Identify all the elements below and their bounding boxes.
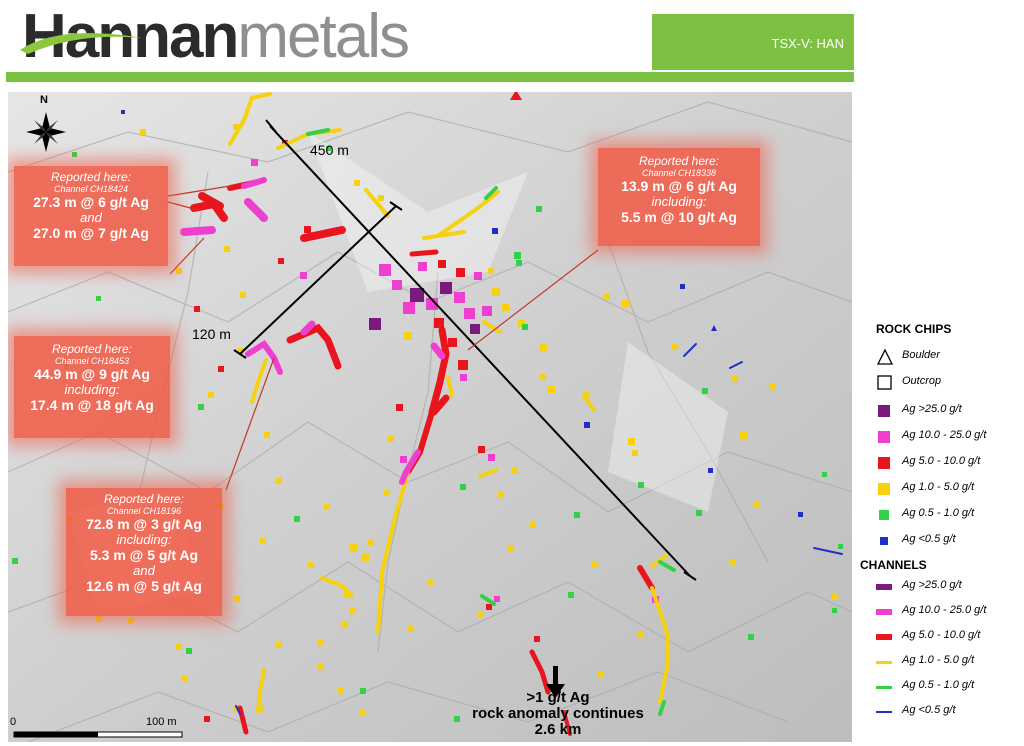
legend-label: Ag 5.0 - 10.0 g/t (902, 455, 981, 467)
scale-bar (13, 731, 183, 738)
scale-end-label: 100 m (146, 716, 177, 728)
swatch (878, 457, 890, 469)
swatch (878, 431, 890, 443)
boulder-marker (510, 92, 522, 100)
callout-value-1: 13.9 m @ 6 g/t Ag (621, 178, 737, 194)
header: Hannanmetals TSX-V: HAN (0, 0, 1024, 88)
swatch (880, 537, 888, 545)
callout-ch18196: Reported here: Channel CH18196 72.8 m @ … (66, 488, 222, 616)
callout-channel: Channel CH18453 (54, 356, 130, 366)
ticker-label: TSX-V: HAN (771, 36, 844, 51)
measurement-lines (233, 119, 697, 581)
callout-value-2: 5.3 m @ 5 g/t Ag (89, 547, 199, 563)
legend-channel-5-10: Ag 5.0 - 10.0 g/t (876, 628, 1024, 648)
swatch (878, 405, 890, 417)
legend-channels-title: CHANNELS (860, 558, 927, 572)
callout-connector-2: and (133, 563, 155, 578)
line-450m (269, 125, 691, 577)
swatch (876, 584, 892, 590)
triangle-icon (876, 348, 894, 365)
legend-rock-10-25: Ag 10.0 - 25.0 g/t (876, 428, 1024, 448)
north-arrow-icon (26, 112, 66, 152)
logo: Hannanmetals (22, 2, 410, 72)
legend-rock-title: ROCK CHIPS (876, 322, 952, 336)
callout-channel: Channel CH18196 (106, 506, 182, 516)
callout-channel: Channel CH18338 (641, 168, 717, 178)
callout-head: Reported here: (51, 342, 133, 356)
legend-rock-outcrop: Outcrop (876, 374, 1024, 394)
legend-channel-05-1: Ag 0.5 - 1.0 g/t (876, 678, 1024, 698)
callout-value-1: 72.8 m @ 3 g/t Ag (86, 516, 202, 532)
swatch (876, 634, 892, 640)
legend-rock-lt05: Ag <0.5 g/t (876, 532, 1024, 552)
legend-rock-1-5: Ag 1.0 - 5.0 g/t (876, 480, 1024, 500)
swatch (878, 483, 890, 495)
callout-ch18338: Reported here: Channel CH18338 13.9 m @ … (598, 148, 760, 246)
callout-head: Reported here: (638, 154, 720, 168)
legend-label: Ag >25.0 g/t (902, 579, 962, 591)
anomaly-line-1: >1 g/t Ag (526, 689, 590, 706)
legend: ROCK CHIPS Boulder Outcrop Ag >25.0 g/t … (858, 316, 1024, 736)
callout-head: Reported here: (50, 170, 132, 184)
map[interactable]: N 450 m 120 m 0 100 m >1 g/t Ag rock ano… (8, 92, 852, 742)
swatch (876, 711, 892, 713)
legend-rock-05-1: Ag 0.5 - 1.0 g/t (876, 506, 1024, 526)
legend-label: Boulder (902, 349, 940, 361)
legend-label: Ag 10.0 - 25.0 g/t (902, 429, 987, 441)
legend-channel-10-25: Ag 10.0 - 25.0 g/t (876, 603, 1024, 623)
callout-value-1: 44.9 m @ 9 g/t Ag (34, 366, 150, 382)
legend-channel-lt05: Ag <0.5 g/t (876, 703, 1024, 723)
channel-samples (180, 92, 843, 736)
anomaly-annotation: >1 g/t Ag rock anomaly continues 2.6 km (438, 690, 678, 738)
terrain-ridges (8, 101, 852, 742)
swatch (876, 609, 892, 615)
header-rule (6, 72, 854, 82)
callout-connector: and (80, 210, 102, 225)
distance-120m-label: 120 m (192, 326, 231, 342)
legend-rock-boulder: Boulder (876, 348, 1024, 368)
legend-label: Ag <0.5 g/t (902, 533, 956, 545)
legend-label: Ag 10.0 - 25.0 g/t (902, 604, 987, 616)
rock-chip-samples (12, 110, 843, 722)
legend-label: Ag 1.0 - 5.0 g/t (902, 481, 975, 493)
callout-value-2: 17.4 m @ 18 g/t Ag (30, 397, 154, 413)
north-label: N (40, 94, 48, 106)
legend-label: Outcrop (902, 375, 942, 387)
logo-swoosh-icon (20, 33, 143, 54)
anomaly-line-3: 2.6 km (534, 721, 582, 738)
callout-ch18424: Reported here: Channel CH18424 27.3 m @ … (14, 166, 168, 266)
distance-450m-label: 450 m (310, 142, 349, 158)
ticker-box: TSX-V: HAN (652, 14, 854, 70)
legend-label: Ag 5.0 - 10.0 g/t (902, 629, 981, 641)
logo-part2: metals (237, 2, 410, 71)
callout-value-3: 12.6 m @ 5 g/t Ag (86, 578, 202, 594)
callout-connector: including: (64, 382, 120, 397)
line-120m (239, 205, 397, 355)
callout-connector: including: (651, 194, 707, 209)
callout-value-2: 5.5 m @ 10 g/t Ag (621, 209, 737, 225)
square-outline-icon (877, 375, 892, 390)
legend-channel-gt25: Ag >25.0 g/t (876, 578, 1024, 598)
legend-label: Ag 0.5 - 1.0 g/t (902, 507, 975, 519)
swatch (879, 510, 889, 520)
legend-label: Ag 0.5 - 1.0 g/t (902, 679, 975, 691)
swatch (876, 686, 892, 689)
callout-value-1: 27.3 m @ 6 g/t Ag (33, 194, 149, 210)
scale-start-label: 0 (10, 716, 17, 728)
callout-ch18453: Reported here: Channel CH18453 44.9 m @ … (14, 336, 170, 438)
callout-channel: Channel CH18424 (53, 184, 129, 194)
callout-value-2: 27.0 m @ 7 g/t Ag (33, 225, 149, 241)
swatch (876, 661, 892, 664)
legend-channel-1-5: Ag 1.0 - 5.0 g/t (876, 653, 1024, 673)
legend-label: Ag 1.0 - 5.0 g/t (902, 654, 975, 666)
legend-rock-5-10: Ag 5.0 - 10.0 g/t (876, 454, 1024, 474)
leader-lines (167, 185, 599, 491)
legend-label: Ag <0.5 g/t (902, 704, 956, 716)
legend-label: Ag >25.0 g/t (902, 403, 962, 415)
callout-connector: including: (116, 532, 172, 547)
anomaly-line-2: rock anomaly continues (472, 705, 644, 722)
legend-rock-gt25: Ag >25.0 g/t (876, 402, 1024, 422)
down-arrow-icon (546, 666, 565, 698)
callout-head: Reported here: (103, 492, 185, 506)
